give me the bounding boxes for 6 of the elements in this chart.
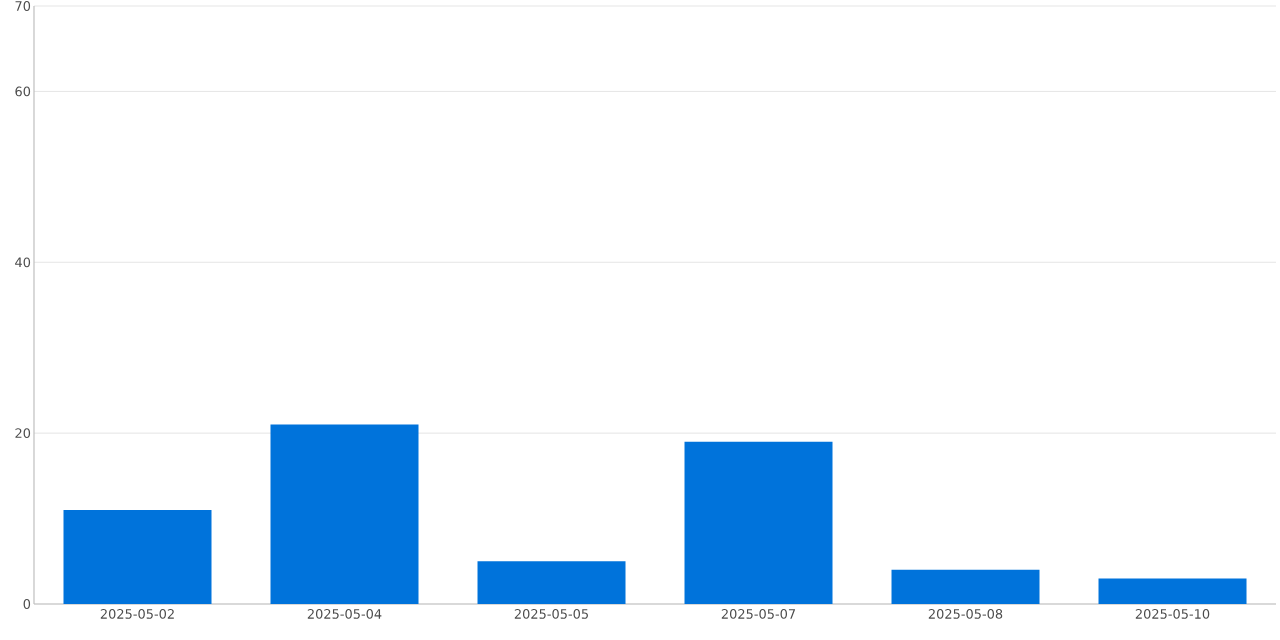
bar — [63, 510, 212, 604]
bar — [1098, 578, 1247, 604]
bar — [684, 441, 833, 604]
bar — [477, 561, 626, 604]
bar — [891, 569, 1040, 604]
bar — [270, 424, 419, 604]
